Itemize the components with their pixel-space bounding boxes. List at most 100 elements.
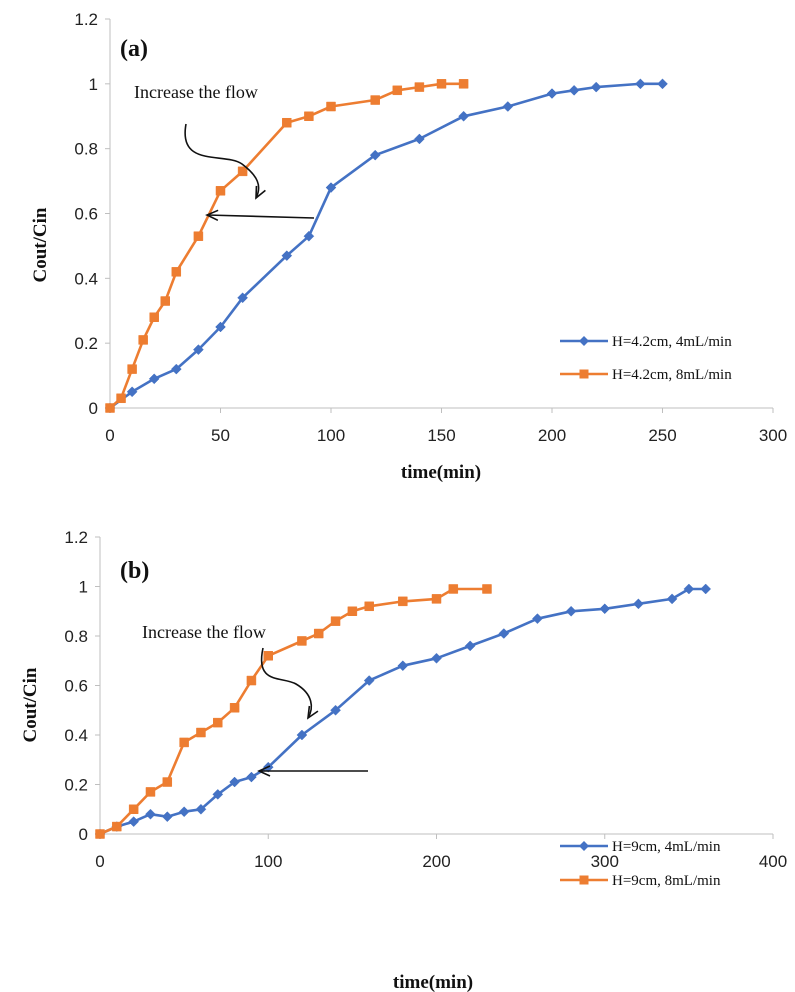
data-point-series-1 [459,111,469,121]
data-point-series-2 [194,232,203,241]
y-tick-label: 0 [79,825,88,844]
data-point-series-1 [179,807,189,817]
data-point-series-2 [371,96,380,105]
data-point-series-2 [304,112,313,121]
data-point-series-2 [415,83,424,92]
y-tick-label: 0.8 [64,627,88,646]
data-point-series-2 [437,79,446,88]
y-tick-label: 0.2 [64,776,88,795]
y-tick-label: 1.2 [74,10,98,29]
panel-a-legend: H=4.2cm, 4mL/min H=4.2cm, 8mL/min [560,334,732,383]
panel-b-y-tick-labels: 0 0.2 0.4 0.6 0.8 1 1.2 [64,528,88,844]
y-tick-label: 1 [79,578,88,597]
x-tick-label: 200 [538,426,566,445]
legend-label-series-1: H=9cm, 4mL/min [612,839,721,855]
data-point-series-2 [172,267,181,276]
data-point-series-2 [247,676,256,685]
legend-marker-series-2 [580,876,589,885]
data-point-series-1 [465,641,475,651]
data-point-series-2 [196,728,205,737]
data-point-series-2 [129,805,138,814]
data-point-series-1 [145,809,155,819]
data-point-series-2 [348,607,357,616]
x-tick-label: 50 [211,426,230,445]
data-point-series-1 [398,661,408,671]
data-point-series-2 [117,394,126,403]
data-point-series-2 [213,718,222,727]
panel-a-annotation: Increase the flow [134,82,258,102]
data-point-series-2 [238,167,247,176]
data-point-series-2 [449,584,458,593]
data-point-series-1 [499,629,509,639]
data-point-series-2 [128,365,137,374]
panel-b-legend: H=9cm, 4mL/min H=9cm, 8mL/min [560,839,721,889]
data-point-series-1 [701,584,711,594]
y-tick-label: 0.6 [74,205,98,224]
data-point-series-1 [591,82,601,92]
x-tick-label: 0 [95,852,104,871]
data-point-series-2 [282,118,291,127]
data-point-series-1 [532,614,542,624]
data-point-series-1 [547,89,557,99]
data-point-series-2 [112,822,121,831]
data-point-series-1 [633,599,643,609]
panel-a-axes [105,19,773,413]
data-point-series-1 [635,79,645,89]
y-tick-label: 1.2 [64,528,88,547]
data-point-series-1 [129,817,139,827]
data-point-series-2 [327,102,336,111]
x-tick-label: 400 [759,852,787,871]
panel-b-x-axis-title: time(min) [393,972,473,992]
data-point-series-2 [216,186,225,195]
panel-b: 00.20.40.60.811.2 0 100 200 300 400 (b) time… [20,528,787,992]
panel-a-series-lines [110,84,663,408]
y-tick-label: 0.4 [74,269,98,288]
series-line-2 [110,84,464,408]
legend-marker-series-2 [580,370,589,379]
data-point-series-2 [106,404,115,413]
x-tick-label: 100 [317,426,345,445]
data-point-series-2 [230,703,239,712]
data-point-series-1 [414,134,424,144]
data-point-series-1 [432,653,442,663]
data-point-series-1 [600,604,610,614]
legend-label-series-1: H=4.2cm, 4mL/min [612,334,732,350]
data-point-series-1 [658,79,668,89]
data-point-series-2 [398,597,407,606]
y-tick-label: 0.2 [74,334,98,353]
x-tick-label: 150 [427,426,455,445]
panel-a: 0 0.2 0.4 0.6 0.8 1 1.2 0 50 100 150 200 250 300 (a)… [30,10,787,483]
legend-label-series-2: H=4.2cm, 8mL/min [612,367,732,383]
y-tick-label: 0 [89,399,98,418]
panel-a-x-axis-title: time(min) [401,462,481,483]
data-point-series-2 [163,778,172,787]
data-point-series-2 [459,79,468,88]
panel-b-axes [95,537,773,839]
data-point-series-2 [314,629,323,638]
panel-b-annotation: Increase the flow [142,622,266,642]
data-point-series-2 [180,738,189,747]
panel-a-y-axis-title: Cout/Cin [30,207,51,282]
x-tick-label: 300 [759,426,787,445]
y-tick-label: 0.6 [64,677,88,696]
data-point-series-2 [146,787,155,796]
panel-a-series-markers [105,79,668,413]
panel-a-label: (a) [120,36,148,62]
data-point-series-1 [503,102,513,112]
data-point-series-2 [432,594,441,603]
panel-a-x-tick-labels: 0 50 100 150 200 250 300 [105,426,787,445]
data-point-series-2 [482,584,491,593]
data-point-series-2 [393,86,402,95]
data-point-series-2 [139,335,148,344]
data-point-series-2 [297,636,306,645]
x-tick-label: 250 [648,426,676,445]
data-point-series-1 [162,812,172,822]
data-point-series-2 [264,651,273,660]
data-point-series-2 [365,602,374,611]
x-tick-label: 100 [254,852,282,871]
panel-b-label: (b) [120,558,149,584]
data-point-series-2 [331,617,340,626]
data-point-series-2 [161,297,170,306]
data-point-series-1 [569,85,579,95]
